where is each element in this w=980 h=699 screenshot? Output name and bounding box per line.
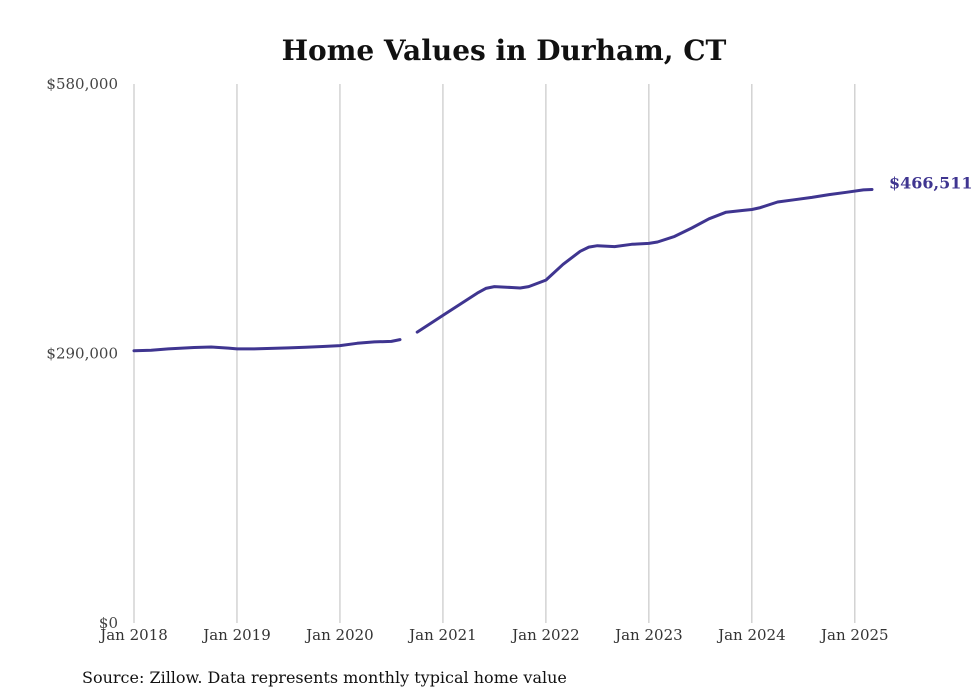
chart-title: Home Values in Durham, CT — [282, 34, 727, 67]
series-line-segment-1 — [132, 338, 402, 353]
source-note: Source: Zillow. Data represents monthly … — [82, 668, 567, 687]
x-tick-label: Jan 2021 — [407, 626, 477, 644]
x-tick-label: Jan 2022 — [510, 626, 580, 644]
y-tick-label: $290,000 — [46, 345, 118, 363]
x-tick-label: Jan 2024 — [716, 626, 786, 644]
y-tick-label: $0 — [99, 614, 118, 632]
gridlines — [133, 84, 856, 623]
end-value-label: $466,511 — [889, 173, 973, 192]
x-tick-label: Jan 2018 — [98, 626, 168, 644]
x-tick-label: Jan 2025 — [819, 626, 889, 644]
y-tick-label: $580,000 — [46, 75, 118, 93]
series-home-values — [132, 188, 874, 353]
x-tick-label: Jan 2019 — [201, 626, 271, 644]
x-axis-tick-labels: Jan 2018 Jan 2019 Jan 2020 Jan 2021 Jan 2022… — [98, 626, 888, 644]
x-tick-label: Jan 2020 — [304, 626, 374, 644]
x-tick-label: Jan 2023 — [613, 626, 683, 644]
series-line-segment-2 — [415, 188, 874, 334]
y-axis-tick-labels: $0 $290,000 $580,000 — [46, 75, 118, 632]
